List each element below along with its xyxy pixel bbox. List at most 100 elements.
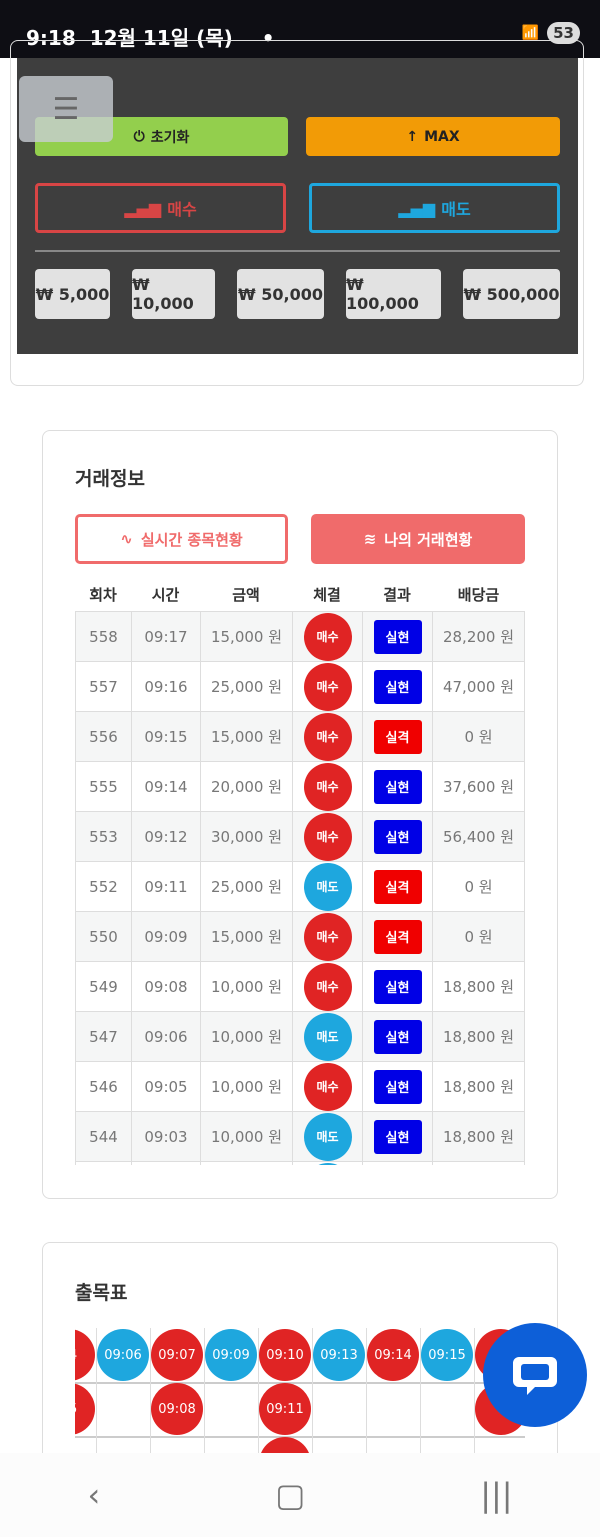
- max-button[interactable]: ↑ MAX: [306, 117, 560, 156]
- power-icon: ⏻: [133, 128, 145, 145]
- grid-column: 09:06: [96, 1328, 150, 1453]
- amount-button[interactable]: ₩ 100,000: [346, 269, 441, 319]
- table-cell: 매수: [292, 762, 362, 811]
- result-badge: 실현: [373, 669, 422, 704]
- amount-button[interactable]: ₩ 50,000: [237, 269, 324, 319]
- buy-button[interactable]: ▂▄▆ 매수: [35, 183, 286, 233]
- max-label: MAX: [424, 128, 460, 145]
- table-cell: 매도: [292, 862, 362, 911]
- trade-type-badge: 매도: [303, 862, 352, 911]
- chat-button[interactable]: [483, 1323, 587, 1427]
- signal-icon: ▂▄▆: [398, 198, 436, 218]
- trade-type-badge: 매수: [303, 962, 352, 1011]
- table-cell: 매수: [292, 962, 362, 1011]
- table-cell: 10,000 원: [200, 1012, 292, 1061]
- back-icon[interactable]: ‹: [87, 1476, 101, 1514]
- trade-table[interactable]: 558 09:17 15,000 원 매수 실현 28,200 원 557 09:16 25,0…: [75, 611, 525, 1165]
- table-cell: 실현: [362, 812, 432, 861]
- table-cell: 09:03: [131, 1112, 200, 1161]
- divider: [35, 250, 560, 252]
- recent-apps-icon[interactable]: |||: [480, 1476, 513, 1514]
- tab-mine[interactable]: ≋ 나의 거래현황: [311, 514, 525, 564]
- home-icon[interactable]: ▢: [275, 1476, 306, 1514]
- chat-icon: [513, 1357, 557, 1395]
- table-cell: 09:09: [131, 912, 200, 961]
- table-cell: 09:12: [131, 812, 200, 861]
- grid-column: 09:10 09:11: [258, 1328, 312, 1453]
- result-badge: 실격: [373, 919, 422, 954]
- notification-dot: •: [261, 26, 275, 50]
- tab-live[interactable]: ∿ 실시간 종목현황: [75, 514, 288, 564]
- result-circle: 09:07: [151, 1329, 203, 1381]
- result-circle: 09:11: [259, 1383, 311, 1435]
- table-cell: 0 원: [432, 862, 525, 911]
- col-trade: 체결: [313, 586, 341, 604]
- sell-button[interactable]: ▂▄▆ 매도: [309, 183, 560, 233]
- trade-type-badge: 매수: [303, 712, 352, 761]
- grid-column: 09:07 09:08: [150, 1328, 204, 1453]
- table-cell: 20,000 원: [200, 762, 292, 811]
- table-cell: [131, 1162, 200, 1165]
- table-cell: 매수: [292, 662, 362, 711]
- menu-button[interactable]: ☰: [19, 76, 113, 142]
- table-cell: 매도: [292, 1012, 362, 1061]
- result-badge: 실현: [373, 969, 422, 1004]
- table-cell: [432, 1162, 525, 1165]
- table-cell: 56,400 원: [432, 812, 525, 861]
- table-cell: [200, 1162, 292, 1165]
- table-cell: 매도: [292, 1162, 362, 1165]
- grid-column: 09:13: [312, 1328, 366, 1453]
- trade-type-badge: 매수: [303, 912, 352, 961]
- amount-button[interactable]: ₩ 5,000: [35, 269, 110, 319]
- clock: 9:18: [26, 26, 76, 50]
- status-bar: 9:18 12월 11일 (목) • 📶 53: [0, 0, 600, 58]
- table-row: 557 09:16 25,000 원 매수 실현 47,000 원: [75, 662, 525, 712]
- table-cell: 25,000 원: [200, 862, 292, 911]
- table-cell: 555: [75, 762, 131, 811]
- table-cell: 실현: [362, 662, 432, 711]
- list-icon: ≋: [363, 530, 377, 548]
- table-cell: 실현: [362, 1012, 432, 1061]
- chart-title: 출목표: [75, 1282, 128, 1304]
- trade-type-badge: 매도: [303, 1012, 352, 1061]
- trade-type-badge: 매수: [303, 1062, 352, 1111]
- table-cell: 547: [75, 1012, 131, 1061]
- col-amount: 금액: [232, 586, 260, 604]
- table-cell: 37,600 원: [432, 762, 525, 811]
- control-card: [10, 40, 584, 386]
- result-badge: 실격: [373, 719, 422, 754]
- battery-indicator: 53: [547, 22, 580, 44]
- grid-column: 0405: [75, 1328, 96, 1453]
- result-badge: 실현: [373, 769, 422, 804]
- wifi-icon: 📶: [521, 25, 540, 41]
- amount-button[interactable]: ₩ 500,000: [463, 269, 560, 319]
- table-cell: 실현: [362, 962, 432, 1011]
- result-badge: 실현: [373, 1019, 422, 1054]
- table-cell: 실현: [362, 1062, 432, 1111]
- col-time: 시간: [151, 586, 180, 604]
- result-circle: 04: [75, 1329, 95, 1381]
- system-nav-bar: ‹ ▢ |||: [0, 1453, 600, 1537]
- result-badge: 실현: [373, 1069, 422, 1104]
- table-cell: 557: [75, 662, 131, 711]
- grid-column: 09:14: [366, 1328, 420, 1453]
- table-cell: 549: [75, 962, 131, 1011]
- table-cell: 09:14: [131, 762, 200, 811]
- date: 12월 11일 (목): [89, 26, 233, 50]
- table-cell: 556: [75, 712, 131, 761]
- table-cell: 09:16: [131, 662, 200, 711]
- buy-label: 매수: [167, 200, 197, 219]
- table-row: 547 09:06 10,000 원 매도 실현 18,800 원: [75, 1012, 525, 1062]
- reset-label: 초기화: [150, 129, 190, 146]
- table-cell: 25,000 원: [200, 662, 292, 711]
- trade-type-badge: 매수: [303, 662, 352, 711]
- pulse-icon: ∿: [120, 530, 133, 548]
- result-badge: 실현: [373, 1119, 422, 1154]
- amount-button[interactable]: ₩ 10,000: [132, 269, 215, 319]
- table-row: 546 09:05 10,000 원 매수 실현 18,800 원: [75, 1062, 525, 1112]
- table-cell: 실격: [362, 712, 432, 761]
- result-circle: 09:09: [205, 1329, 257, 1381]
- table-row: 558 09:17 15,000 원 매수 실현 28,200 원: [75, 612, 525, 662]
- result-circle: 09:06: [97, 1329, 149, 1381]
- grid-line: [75, 1436, 525, 1438]
